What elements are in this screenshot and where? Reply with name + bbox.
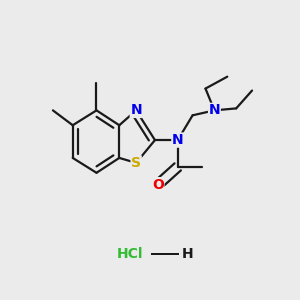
Text: N: N xyxy=(130,103,142,117)
Text: N: N xyxy=(208,103,220,117)
Text: HCl: HCl xyxy=(117,247,143,261)
Text: N: N xyxy=(172,133,184,147)
Text: S: S xyxy=(131,156,141,170)
Text: O: O xyxy=(152,178,164,192)
Text: H: H xyxy=(182,247,194,261)
